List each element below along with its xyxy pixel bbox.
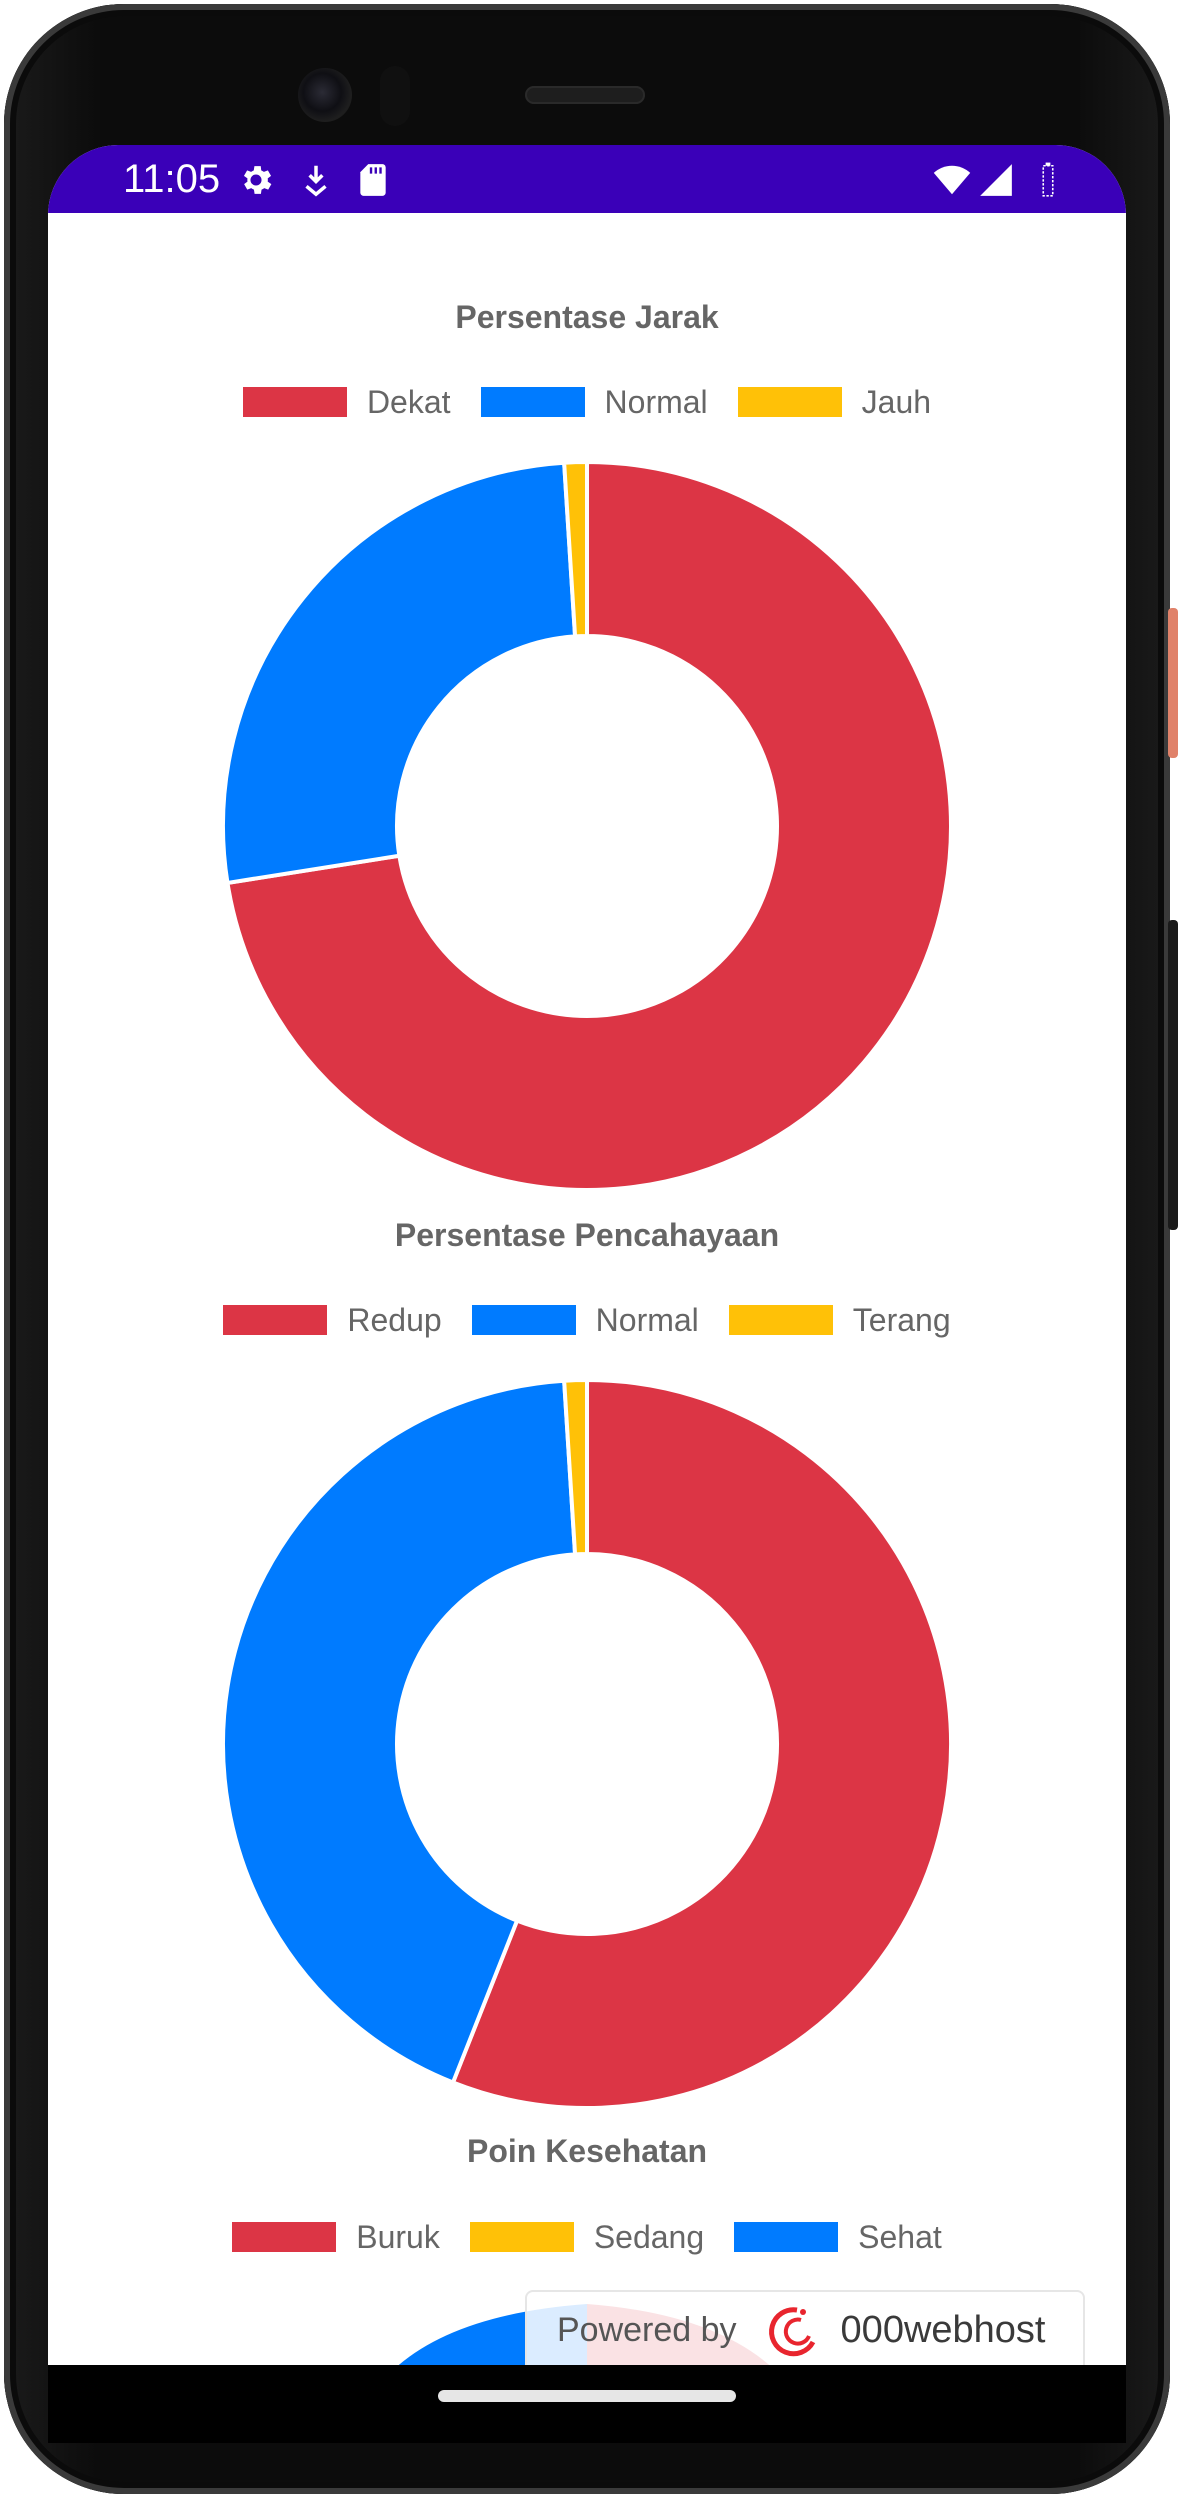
battery-icon [1042, 162, 1054, 197]
legend-swatch [734, 2222, 839, 2252]
donut-slice-jauh[interactable] [562, 459, 589, 639]
legend-label: Buruk [356, 2218, 440, 2255]
sd-card-icon [360, 164, 386, 196]
chart-title: Persentase Jarak [455, 299, 719, 335]
download-icon [305, 165, 327, 197]
donut-chart-jarak [221, 459, 953, 1192]
power-button [1168, 608, 1178, 758]
legend-swatch [242, 387, 347, 417]
legend-label: Normal [595, 1301, 699, 1338]
screen: 11:05 [48, 145, 1126, 2365]
legend-label: Redup [347, 1301, 442, 1338]
legend-item-dekat[interactable]: Dekat [242, 383, 451, 421]
legend-item-sehat[interactable]: Sehat [734, 2219, 942, 2256]
donut-slice-redup[interactable] [450, 1377, 953, 2110]
chart-legend: Redup Normal Terang [48, 1300, 1126, 1340]
webhost-logo-icon [768, 2307, 815, 2357]
brand-text: 000webhost [840, 2308, 1046, 2351]
signal-icon [980, 164, 1012, 196]
donut-slice-terang[interactable] [562, 1377, 589, 1557]
donut-slice-normal[interactable] [221, 1378, 578, 2086]
legend-label: Jauh [861, 383, 932, 420]
earpiece-speaker [525, 86, 645, 104]
donut-slice-normal[interactable] [221, 460, 578, 886]
home-indicator[interactable] [438, 2390, 736, 2402]
legend-label: Sedang [593, 2218, 705, 2255]
legend-label: Dekat [366, 383, 451, 420]
legend-item-sedang[interactable]: Sedang [469, 2218, 705, 2256]
gear-icon [243, 166, 272, 194]
legend-item-buruk[interactable]: Buruk [232, 2219, 440, 2256]
legend-swatch [728, 1305, 833, 1335]
status-bar: 11:05 [48, 145, 1126, 213]
legend-swatch [469, 2222, 574, 2252]
legend-label: Terang [852, 1301, 951, 1338]
donut-chart-pencahayaan [221, 1377, 953, 2110]
legend-item-normal[interactable]: Normal [471, 1301, 699, 1339]
legend-swatch [223, 1305, 328, 1335]
legend-swatch [471, 1305, 576, 1335]
wifi-icon [933, 165, 971, 195]
legend-swatch [480, 387, 585, 417]
status-time: 11:05 [123, 157, 221, 201]
chart-legend: Dekat Normal Jauh [48, 382, 1126, 422]
chart-legend: Buruk Sedang Sehat [48, 2217, 1126, 2257]
legend-label: Normal [604, 383, 708, 420]
donut-slice-dekat[interactable] [225, 459, 953, 1192]
legend-swatch [232, 2222, 337, 2252]
legend-item-redup[interactable]: Redup [223, 1301, 442, 1339]
legend-label: Sehat [858, 2218, 942, 2255]
front-camera [298, 68, 352, 122]
powered-by-badge[interactable]: Powered by 000webhost [525, 2290, 1085, 2370]
navigation-bar [48, 2365, 1126, 2443]
proximity-sensor [380, 66, 410, 126]
volume-button [1168, 920, 1178, 1230]
legend-swatch [737, 387, 842, 417]
powered-by-text: Powered by [557, 2310, 737, 2349]
legend-item-jauh[interactable]: Jauh [737, 383, 932, 421]
legend-item-terang[interactable]: Terang [728, 1301, 951, 1339]
chart-title: Poin Kesehatan [466, 2133, 708, 2169]
chart-title: Persentase Pencahayaan [394, 1217, 780, 1253]
charts-page: Persentase Jarak Dekat Normal Jauh [48, 213, 1126, 2365]
legend-item-normal[interactable]: Normal [480, 383, 708, 421]
